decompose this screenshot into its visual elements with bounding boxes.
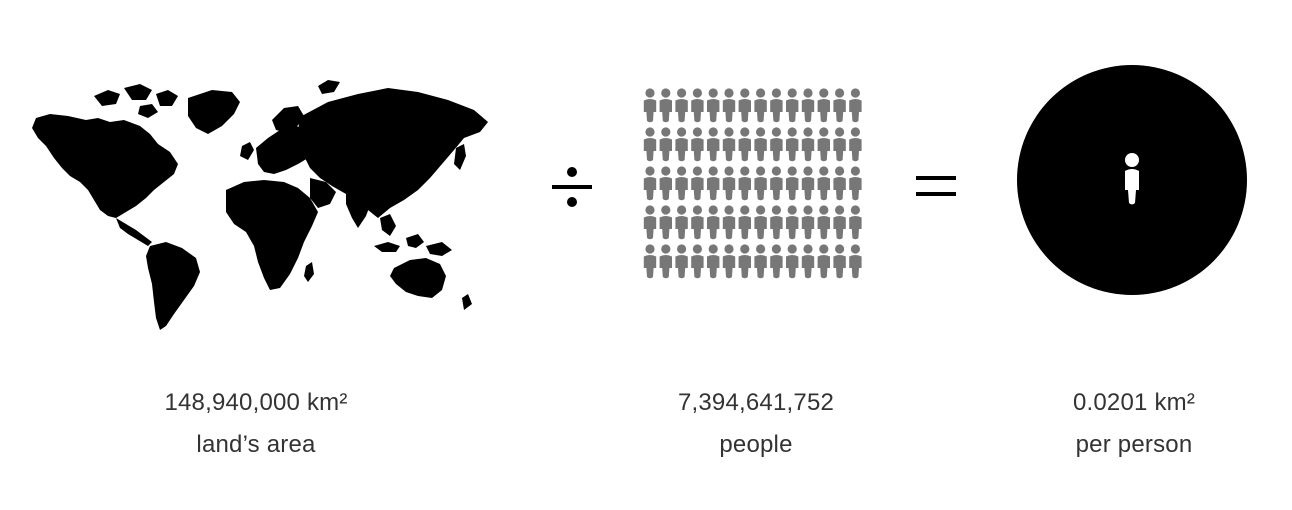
person-figure-icon xyxy=(849,88,862,123)
person-figure-icon xyxy=(754,127,767,162)
population-label: 7,394,641,752 people xyxy=(606,382,906,466)
divide-icon xyxy=(548,166,596,210)
person-figure-icon xyxy=(691,127,704,162)
person-figure-icon xyxy=(786,244,799,279)
person-figure-icon xyxy=(659,205,672,240)
person-figure-icon xyxy=(722,244,736,279)
person-figure-icon xyxy=(722,205,736,240)
person-figure-icon xyxy=(817,127,830,162)
person-figure-icon xyxy=(801,88,815,123)
person-figure-icon xyxy=(801,166,815,201)
person-figure-icon xyxy=(643,205,657,240)
world-map-icon xyxy=(28,78,498,333)
person-figure-icon xyxy=(675,244,688,279)
person-figure-icon xyxy=(833,166,846,201)
land-area-caption: land’s area xyxy=(196,431,316,458)
person-figure-icon xyxy=(754,244,767,279)
person-icon xyxy=(1125,153,1139,205)
person-figure-icon xyxy=(722,127,736,162)
person-figure-icon xyxy=(754,88,767,123)
person-figure-icon xyxy=(707,244,720,279)
person-figure-icon xyxy=(770,205,783,240)
person-figure-icon xyxy=(738,205,751,240)
person-figure-icon xyxy=(754,166,767,201)
person-figure-icon xyxy=(707,205,720,240)
person-figure-icon xyxy=(643,127,657,162)
land-area-label: 148,940,000 km² land’s area xyxy=(106,382,406,466)
person-figure-icon xyxy=(738,88,751,123)
person-figure-icon xyxy=(833,88,846,123)
person-figure-icon xyxy=(707,88,720,123)
people-grid-icon xyxy=(640,88,866,288)
land-area-value: 148,940,000 km² xyxy=(164,389,348,416)
person-figure-icon xyxy=(786,166,799,201)
person-figure-icon xyxy=(770,88,783,123)
person-figure-icon xyxy=(675,166,688,201)
person-figure-icon xyxy=(691,205,704,240)
person-figure-icon xyxy=(691,244,704,279)
person-figure-icon xyxy=(659,88,672,123)
person-figure-icon xyxy=(801,244,815,279)
person-figure-icon xyxy=(707,166,720,201)
person-figure-icon xyxy=(659,127,672,162)
person-figure-icon xyxy=(691,166,704,201)
person-figure-icon xyxy=(770,127,783,162)
person-figure-icon xyxy=(675,127,688,162)
person-in-circle-icon xyxy=(1014,62,1250,298)
person-figure-icon xyxy=(786,88,799,123)
person-figure-icon xyxy=(770,244,783,279)
person-figure-icon xyxy=(722,88,736,123)
person-figure-icon xyxy=(833,127,846,162)
person-figure-icon xyxy=(659,166,672,201)
person-figure-icon xyxy=(833,244,846,279)
per-person-value: 0.0201 km² xyxy=(1072,389,1196,416)
person-figure-icon xyxy=(770,166,783,201)
person-figure-icon xyxy=(707,127,720,162)
person-figure-icon xyxy=(817,88,830,123)
person-figure-icon xyxy=(738,127,751,162)
equals-icon xyxy=(912,172,960,200)
person-figure-icon xyxy=(786,205,799,240)
person-figure-icon xyxy=(675,88,688,123)
person-figure-icon xyxy=(643,166,657,201)
per-person-label: 0.0201 km² per person xyxy=(984,382,1284,466)
person-figure-icon xyxy=(833,205,846,240)
person-figure-icon xyxy=(738,166,751,201)
population-caption: people xyxy=(719,431,793,458)
person-figure-icon xyxy=(817,244,830,279)
person-figure-icon xyxy=(801,127,815,162)
person-figure-icon xyxy=(691,88,704,123)
person-figure-icon xyxy=(801,205,815,240)
person-figure-icon xyxy=(786,127,799,162)
person-figure-icon xyxy=(643,88,657,123)
population-value: 7,394,641,752 xyxy=(677,389,835,416)
person-figure-icon xyxy=(738,244,751,279)
person-figure-icon xyxy=(849,127,862,162)
per-person-caption: per person xyxy=(1075,431,1193,458)
person-figure-icon xyxy=(675,205,688,240)
person-figure-icon xyxy=(849,205,862,240)
person-figure-icon xyxy=(817,205,830,240)
person-figure-icon xyxy=(817,166,830,201)
person-figure-icon xyxy=(754,205,767,240)
person-figure-icon xyxy=(849,244,862,279)
person-figure-icon xyxy=(849,166,862,201)
person-figure-icon xyxy=(659,244,672,279)
person-figure-icon xyxy=(722,166,736,201)
person-figure-icon xyxy=(643,244,657,279)
